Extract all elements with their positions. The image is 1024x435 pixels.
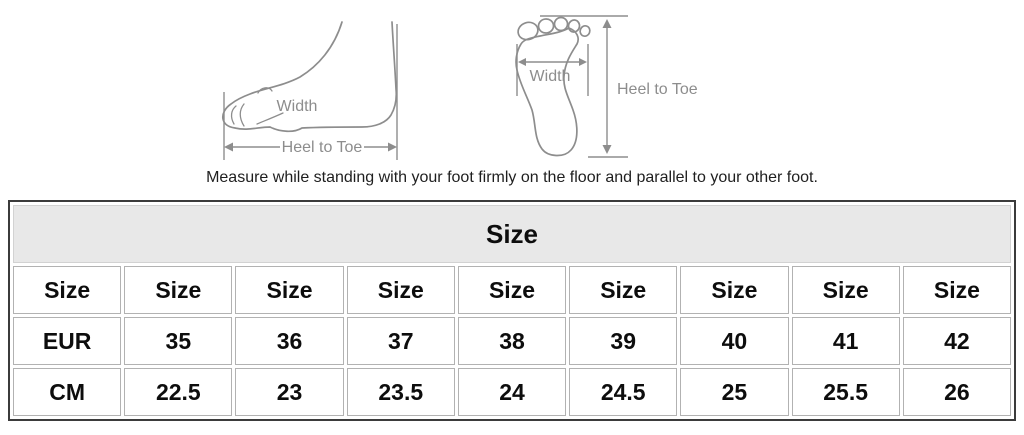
size-value-cell: 40 xyxy=(680,317,789,365)
size-value-cell: 38 xyxy=(457,317,567,365)
size-value-cell: 22.5 xyxy=(124,368,233,416)
footprint-heel-to-toe-label: Heel to Toe xyxy=(617,81,698,98)
size-value-cell: 39 xyxy=(569,317,678,365)
size-value-cell: 37 xyxy=(346,317,455,365)
table-title-row: Size xyxy=(13,205,1011,263)
size-value-cell: 26 xyxy=(902,368,1011,416)
footprint-width-label: Width xyxy=(530,68,571,85)
size-value-cell: 23 xyxy=(235,368,344,416)
size-value-cell: 42 xyxy=(902,317,1011,365)
footprint-arrowheads xyxy=(518,19,612,154)
side-view-width-label: Width xyxy=(277,98,318,115)
table-row: CM 22.5 23 23.5 24 24.5 25 25.5 26 xyxy=(13,368,1011,416)
size-value-cell: Size xyxy=(235,266,344,314)
size-value-cell: Size xyxy=(346,266,455,314)
size-table-body: Size Size Size Size Size Size Size Size Size EUR 3… xyxy=(13,266,1011,416)
size-value-cell: Size xyxy=(569,266,678,314)
size-value-cell: 24.5 xyxy=(569,368,678,416)
size-value-cell: Size xyxy=(791,266,900,314)
size-value-cell: 25.5 xyxy=(791,368,900,416)
table-row: EUR 35 36 37 38 39 40 41 42 xyxy=(13,317,1011,365)
size-value-cell: Size xyxy=(902,266,1011,314)
size-value-cell: Size xyxy=(457,266,567,314)
table-row: Size Size Size Size Size Size Size Size Size xyxy=(13,266,1011,314)
size-value-cell: Size xyxy=(124,266,233,314)
foot-side-view-icon xyxy=(221,21,398,133)
row-label-cell: CM xyxy=(13,368,122,416)
measurement-instruction: Measure while standing with your foot fi… xyxy=(206,169,818,186)
side-view-arrowheads xyxy=(224,142,397,152)
size-value-cell: 36 xyxy=(235,317,344,365)
row-label-cell: Size xyxy=(13,266,122,314)
size-table: Size Size Size Size Size Size Size Size Size Siz… xyxy=(8,200,1016,421)
size-value-cell: 35 xyxy=(124,317,233,365)
size-value-cell: 41 xyxy=(791,317,900,365)
size-table-title: Size xyxy=(13,205,1011,263)
size-value-cell: 25 xyxy=(680,368,789,416)
row-label-cell: EUR xyxy=(13,317,122,365)
size-value-cell: 23.5 xyxy=(346,368,455,416)
side-view-heel-to-toe-label: Heel to Toe xyxy=(282,139,363,156)
footprint-measure-lines xyxy=(516,15,628,158)
foot-measurement-diagrams: Width Heel to Toe xyxy=(0,0,1024,160)
size-value-cell: 24 xyxy=(457,368,567,416)
footprint-icon xyxy=(515,16,591,157)
size-value-cell: Size xyxy=(680,266,789,314)
foot-diagrams-canvas: Width Heel to Toe xyxy=(221,15,698,160)
side-view-measure-lines xyxy=(223,24,398,160)
